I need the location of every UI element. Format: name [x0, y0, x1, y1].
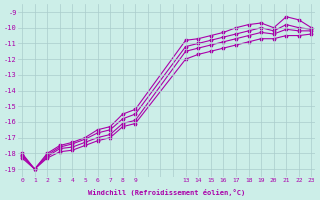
X-axis label: Windchill (Refroidissement éolien,°C): Windchill (Refroidissement éolien,°C): [88, 189, 245, 196]
